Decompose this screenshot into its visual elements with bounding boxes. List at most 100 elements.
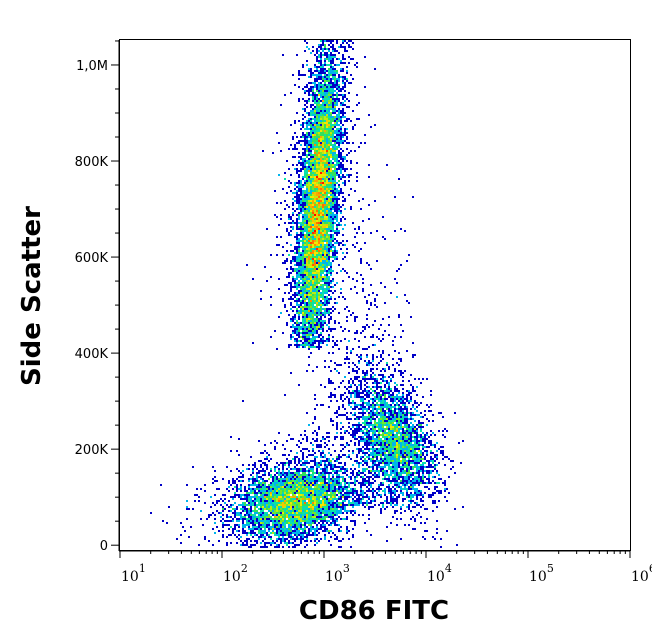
event-point — [290, 290, 292, 292]
event-point — [202, 524, 204, 526]
event-point — [310, 486, 312, 488]
event-point — [316, 52, 318, 54]
event-point — [334, 188, 336, 190]
event-point — [336, 272, 338, 274]
event-point — [304, 230, 306, 232]
event-point — [296, 302, 298, 304]
event-point — [294, 500, 296, 502]
event-point — [256, 526, 258, 528]
event-point — [278, 536, 280, 538]
event-point — [294, 200, 296, 202]
event-point — [310, 144, 312, 146]
event-point — [338, 52, 340, 54]
event-point — [296, 264, 298, 266]
event-point — [280, 202, 282, 204]
event-point — [334, 538, 336, 540]
event-point — [310, 534, 312, 536]
event-point — [336, 120, 338, 122]
event-point — [284, 394, 286, 396]
event-point — [310, 258, 312, 260]
event-point — [264, 526, 266, 528]
event-point — [302, 476, 304, 478]
event-point — [298, 248, 300, 250]
event-point — [292, 332, 294, 334]
event-point — [278, 532, 280, 534]
event-point — [438, 482, 440, 484]
event-point — [294, 494, 296, 496]
event-point — [352, 502, 354, 504]
event-point — [288, 526, 290, 528]
event-point — [298, 268, 300, 270]
event-point — [316, 126, 318, 128]
event-point — [282, 514, 284, 516]
event-point — [320, 518, 322, 520]
event-point — [326, 184, 328, 186]
event-point — [338, 78, 340, 80]
event-point — [306, 64, 308, 66]
event-point — [306, 470, 308, 472]
event-point — [296, 170, 298, 172]
event-point — [320, 502, 322, 504]
event-point — [312, 122, 314, 124]
event-point — [256, 488, 258, 490]
event-point — [280, 492, 282, 494]
event-point — [198, 496, 200, 498]
event-point — [314, 164, 316, 166]
event-point — [318, 174, 320, 176]
event-point — [246, 490, 248, 492]
event-point — [292, 258, 294, 260]
event-point — [346, 474, 348, 476]
event-point — [274, 504, 276, 506]
event-point — [306, 222, 308, 224]
event-point — [326, 284, 328, 286]
event-point — [310, 524, 312, 526]
event-point — [306, 188, 308, 190]
event-point — [294, 184, 296, 186]
event-point — [320, 264, 322, 266]
event-point — [296, 308, 298, 310]
event-point — [318, 228, 320, 230]
event-point — [326, 128, 328, 130]
event-point — [296, 544, 298, 546]
event-point — [282, 490, 284, 492]
event-point — [270, 442, 272, 444]
event-point — [356, 272, 358, 274]
event-point — [324, 120, 326, 122]
event-point — [288, 254, 290, 256]
event-point — [310, 120, 312, 122]
event-point — [310, 112, 312, 114]
event-point — [340, 62, 342, 64]
event-point — [308, 490, 310, 492]
event-point — [342, 182, 344, 184]
event-point — [324, 462, 326, 464]
event-point — [304, 196, 306, 198]
event-point — [336, 458, 338, 460]
event-point — [304, 332, 306, 334]
event-point — [290, 304, 292, 306]
event-point — [296, 168, 298, 170]
event-point — [332, 78, 334, 80]
event-point — [328, 278, 330, 280]
event-point — [318, 260, 320, 262]
event-point — [314, 108, 316, 110]
event-point — [256, 498, 258, 500]
event-point — [296, 538, 298, 540]
event-point — [280, 530, 282, 532]
event-point — [304, 260, 306, 262]
event-point — [304, 194, 306, 196]
event-point — [248, 520, 250, 522]
event-point — [280, 520, 282, 522]
event-point — [356, 94, 358, 96]
event-point — [260, 522, 262, 524]
event-point — [306, 202, 308, 204]
event-point — [274, 522, 276, 524]
event-point — [320, 486, 322, 488]
event-point — [304, 284, 306, 286]
event-point — [290, 326, 292, 328]
event-point — [304, 492, 306, 494]
event-point — [330, 164, 332, 166]
event-point — [312, 202, 314, 204]
event-point — [336, 482, 338, 484]
event-point — [292, 438, 294, 440]
event-point — [290, 492, 292, 494]
